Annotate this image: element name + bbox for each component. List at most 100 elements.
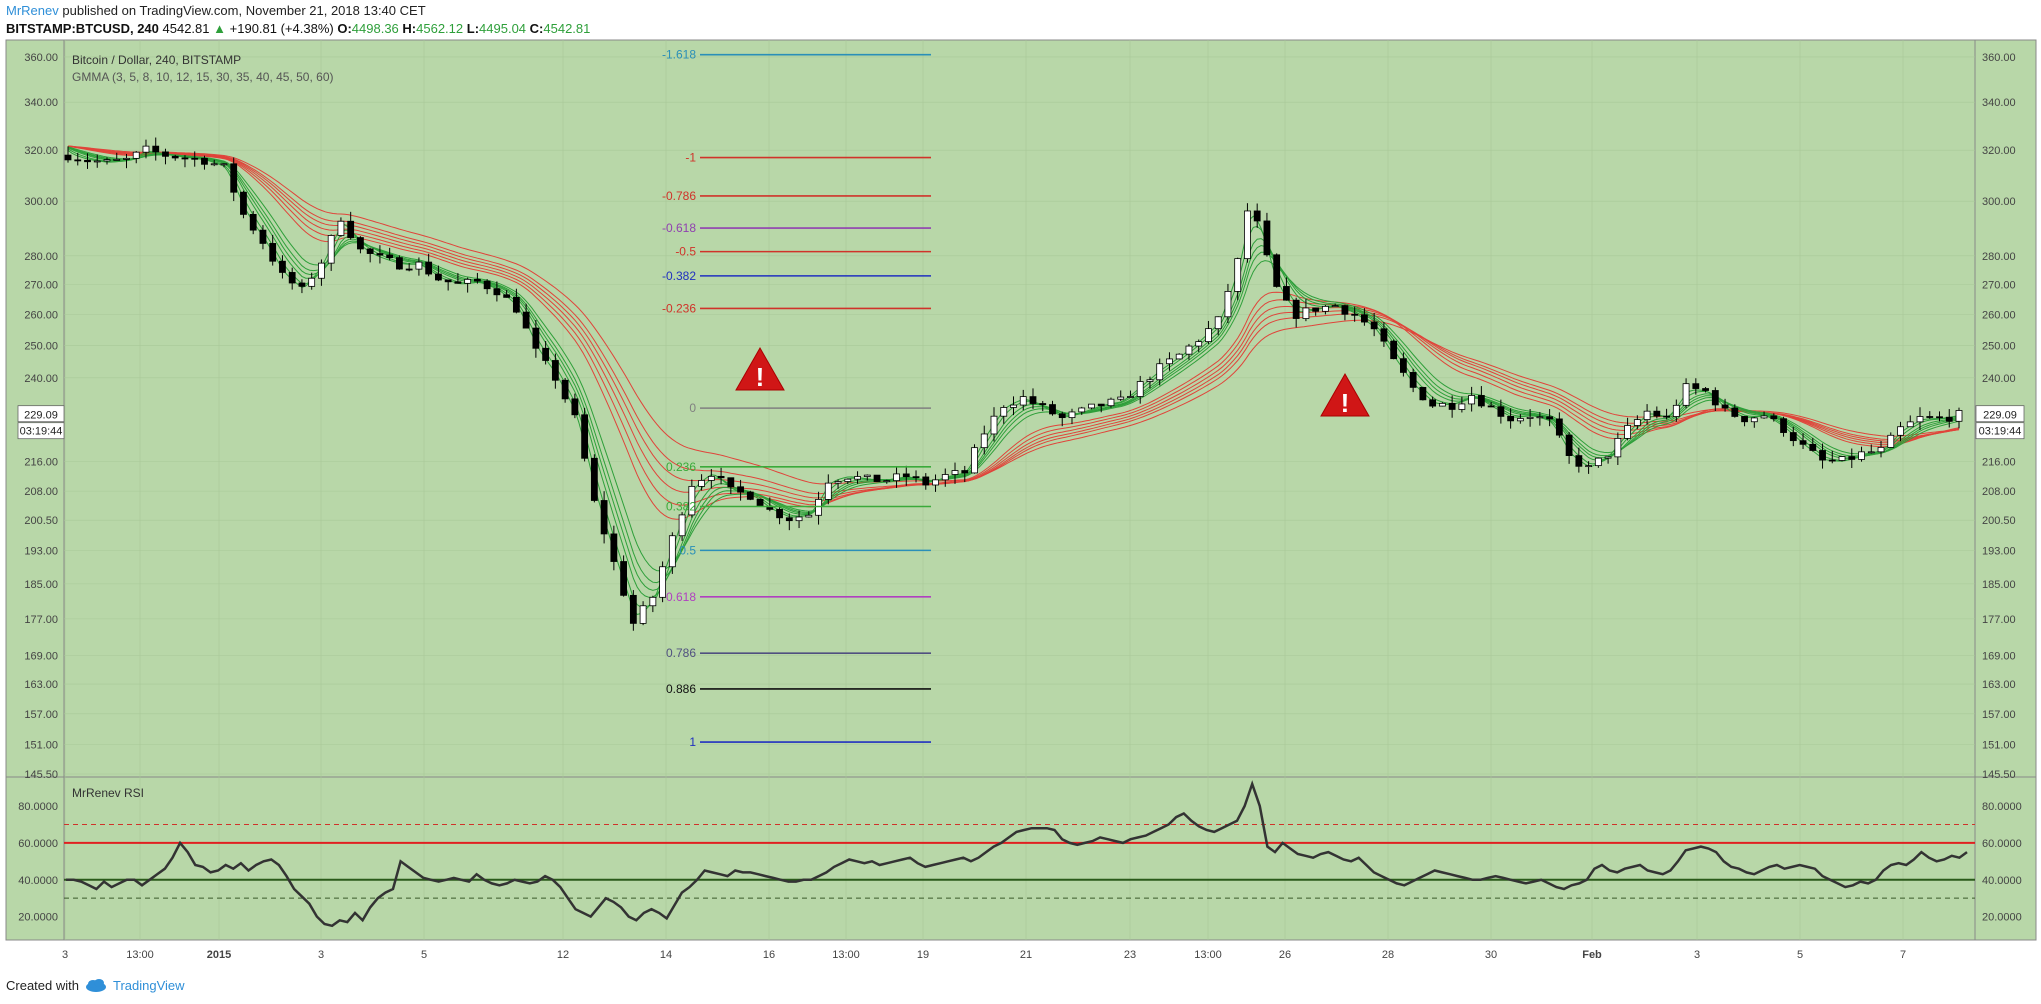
candle-body [142, 145, 150, 153]
tradingview-link[interactable]: TradingView [112, 978, 185, 993]
candle-body [1760, 415, 1768, 419]
price-tick-left: 260.00 [24, 310, 58, 322]
gmma-long-line [67, 145, 1960, 520]
candle-body [1390, 340, 1398, 360]
candle-body [542, 347, 550, 361]
candle-body [483, 280, 491, 290]
countdown-left: 03:19:44 [20, 426, 63, 438]
candle-body [1273, 254, 1281, 287]
fib-level-label: 1 [689, 735, 696, 749]
last-price-labels: 229.09 03:19:44 229.09 03:19:44 [17, 405, 2025, 440]
candle-body [308, 277, 316, 287]
candle-body [444, 279, 452, 283]
price-tick-right: 340.00 [1982, 97, 2016, 109]
gmma-long-line [67, 145, 1960, 495]
candle-body [74, 159, 82, 162]
price-tick-right: 300.00 [1982, 196, 2016, 208]
candle-body [1088, 403, 1095, 409]
candle-body [1955, 410, 1963, 422]
candle-body [240, 191, 247, 215]
candle-body [902, 473, 910, 478]
price-tick-left: 340.00 [24, 97, 58, 109]
time-tick: 5 [421, 949, 427, 961]
candle-body [1516, 418, 1524, 422]
author-link[interactable]: MrRenev [6, 3, 59, 18]
candle-body [1594, 457, 1602, 467]
time-tick: 13:00 [126, 949, 154, 961]
price-tick-left: 270.00 [24, 280, 58, 292]
candle-body [1010, 404, 1017, 408]
time-tick: 2015 [207, 949, 231, 961]
fib-level-label: -1 [685, 151, 696, 165]
time-tick: 13:00 [832, 949, 860, 961]
candle-body [1858, 451, 1865, 460]
last-price-box-left [17, 405, 65, 423]
price-tick-right: 260.00 [1982, 310, 2016, 322]
candle-body [532, 327, 540, 349]
candle-body [707, 475, 715, 481]
candle-body [201, 157, 208, 165]
candle-body [1770, 415, 1778, 420]
candle-body [337, 220, 345, 236]
countdown-right: 03:19:44 [1979, 426, 2022, 438]
candle-body [1380, 328, 1388, 342]
fib-level-label: -0.236 [662, 301, 696, 315]
candle-body [805, 514, 813, 518]
candle-body [191, 157, 199, 160]
fib-level-label: -0.786 [662, 189, 696, 203]
candle-body [93, 160, 101, 163]
chart-title: Bitcoin / Dollar, 240, BITSTAMP [72, 53, 241, 67]
candle-body [620, 561, 628, 596]
candle-body [1117, 396, 1125, 400]
rsi-tick-left: 20.0000 [18, 912, 58, 924]
price-tick-left: 163.00 [24, 679, 58, 691]
candle-body [493, 288, 501, 296]
candle-body [590, 457, 598, 501]
indicator-legend: GMMA (3, 5, 8, 10, 12, 15, 30, 35, 40, 4… [72, 70, 334, 84]
candle-body [1195, 341, 1203, 347]
symbol-label: BITSTAMP:BTCUSD, 240 [6, 21, 159, 36]
candle-body [1351, 313, 1359, 316]
candle-body [1097, 403, 1105, 407]
time-tick: 26 [1279, 949, 1291, 961]
time-tick: 12 [557, 949, 569, 961]
candle-body [1312, 307, 1320, 312]
fib-level-label: 0.886 [666, 682, 696, 696]
rsi-tick-left: 80.0000 [18, 801, 58, 813]
last-price: 4542.81 [162, 21, 210, 36]
candle-body [1049, 404, 1056, 415]
candle-body [1370, 321, 1378, 330]
candle-body [1166, 358, 1173, 365]
candle-body [1029, 396, 1037, 404]
candle-body [737, 486, 744, 493]
gmma-short-line [67, 146, 1960, 591]
candle-body [1809, 443, 1817, 451]
time-tick: 28 [1382, 949, 1394, 961]
candle-body [1741, 416, 1748, 423]
candle-body [951, 470, 959, 475]
candle-body [512, 296, 520, 313]
price-change: +190.81 (+4.38%) [229, 21, 334, 36]
candle-body [1721, 404, 1729, 409]
candle-body [357, 237, 364, 250]
warning-triangle [1320, 372, 1370, 417]
price-tick-right: 151.00 [1982, 740, 2016, 752]
candle-body [1526, 416, 1534, 419]
candle-body [1536, 416, 1544, 419]
time-tick: 7 [1900, 949, 1906, 961]
warning-triangle [735, 346, 785, 391]
time-tick: 3 [1694, 949, 1700, 961]
price-tick-left: 240.00 [24, 373, 58, 385]
candle-body [464, 278, 472, 284]
candle-body [863, 474, 871, 477]
candle-body [113, 158, 121, 161]
price-tick-left: 208.00 [24, 486, 58, 498]
low-value: 4495.04 [479, 21, 527, 36]
candle-body [551, 360, 559, 381]
price-tick-left: 193.00 [24, 545, 58, 557]
candle-body [883, 480, 891, 483]
candle-body [1409, 372, 1417, 388]
candle-body [415, 261, 423, 270]
candle-body [1429, 399, 1437, 407]
